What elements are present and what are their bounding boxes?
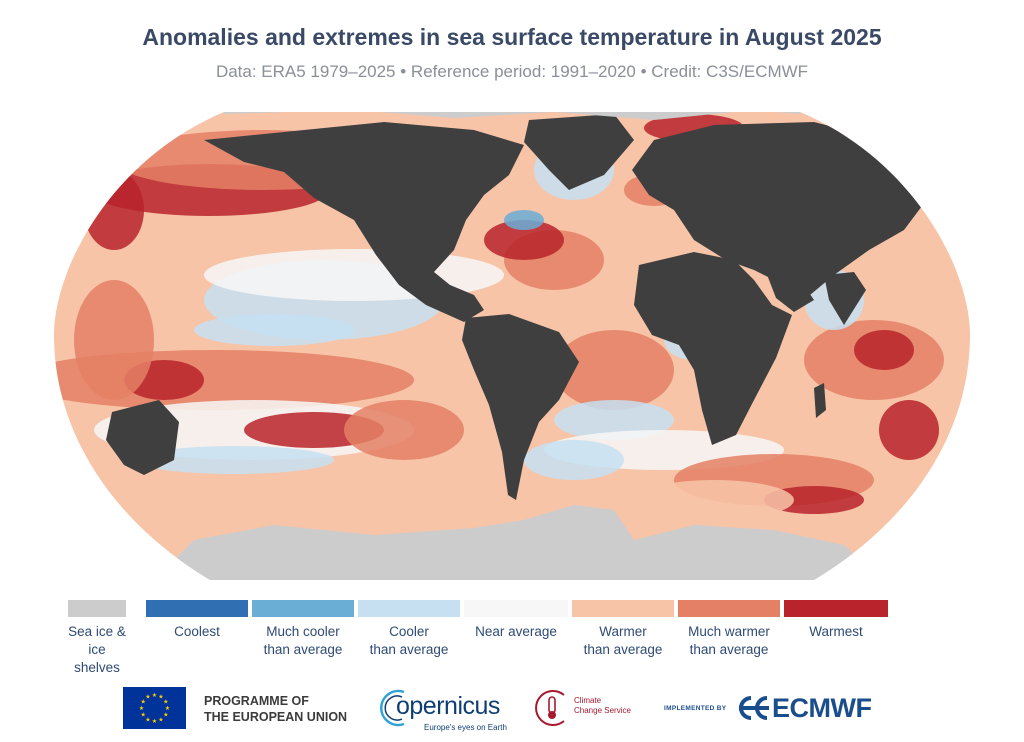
legend-item-cooler: Cooler than average [358, 600, 460, 659]
greenland [524, 114, 634, 190]
eu-star-icon: ★ [152, 692, 157, 699]
anomaly-patch-much-cooler [504, 210, 544, 230]
legend: Sea ice & ice shelves Coolest Much coole… [0, 600, 1024, 680]
legend-item-much-cooler: Much cooler than average [252, 600, 354, 659]
copernicus-wordmark: opernicus [396, 692, 500, 720]
legend-label-warmer: Warmer than average [583, 624, 663, 657]
eu-star-icon: ★ [158, 694, 163, 701]
africa [634, 252, 792, 445]
land-masses [106, 114, 934, 500]
legend-swatch-sea-ice [68, 600, 126, 617]
partner-logos: ★ ★ ★ ★ ★ ★ ★ ★ ★ ★ ★ ★ PROGRAMME OF THE EUROPEAN U… [0, 682, 1024, 738]
eu-star-icon: ★ [163, 712, 168, 719]
south-america [462, 314, 579, 500]
legend-swatch-much-cooler [252, 600, 354, 617]
copernicus-tagline: Europe's eyes on Earth [424, 723, 507, 732]
anomaly-patch-much-warmer [344, 400, 464, 460]
legend-label-coolest: Coolest [174, 624, 220, 639]
world-map [54, 100, 970, 580]
north-america [204, 122, 524, 322]
arctic-sea-ice [224, 112, 800, 120]
australia [106, 400, 179, 475]
anomaly-patch-much-warmer [554, 330, 674, 410]
legend-swatch-much-warmer [678, 600, 780, 617]
eu-star-icon: ★ [158, 716, 163, 723]
anomaly-patch-warmest [764, 486, 864, 514]
anomaly-patch-warmest [879, 400, 939, 460]
legend-swatch-warmest [784, 600, 888, 617]
legend-swatch-near-average [464, 600, 568, 617]
eu-star-icon: ★ [163, 699, 168, 706]
eu-programme-text: PROGRAMME OF THE EUROPEAN UNION [204, 694, 348, 724]
eu-star-icon: ★ [141, 699, 146, 706]
legend-label-much-warmer: Much warmer than average [688, 624, 770, 657]
legend-label-much-cooler: Much cooler than average [263, 624, 343, 657]
legend-swatch-cooler [358, 600, 460, 617]
eu-star-icon: ★ [145, 716, 150, 723]
anomaly-patch-warmest [854, 330, 914, 370]
eu-flag-logo: ★ ★ ★ ★ ★ ★ ★ ★ ★ ★ ★ ★ [123, 687, 186, 729]
madagascar [814, 383, 826, 418]
anomaly-patch-warmest [84, 170, 144, 250]
implemented-by-text: IMPLEMENTED BY [664, 705, 727, 712]
indian-subcontinent [824, 272, 866, 325]
legend-label-cooler: Cooler than average [369, 624, 449, 657]
chart-subtitle: Data: ERA5 1979–2025 • Reference period:… [215, 62, 809, 81]
legend-item-near-average: Near average [464, 600, 568, 641]
eu-star-icon: ★ [141, 712, 146, 719]
anomaly-patch-warmer [634, 480, 794, 520]
eu-star-icon: ★ [139, 705, 144, 712]
legend-item-coolest: Coolest [146, 600, 248, 641]
anomaly-patch-cooler [524, 440, 624, 480]
anomaly-patch-much-warmer [74, 280, 154, 400]
eu-star-icon: ★ [152, 718, 157, 725]
legend-label-warmest: Warmest [809, 624, 863, 639]
legend-item-warmest: Warmest [784, 600, 888, 641]
legend-swatch-coolest [146, 600, 248, 617]
eu-star-icon: ★ [165, 705, 170, 712]
antarctica-sea-ice [154, 505, 884, 580]
legend-swatch-warmer [572, 600, 674, 617]
chart-title: Anomalies and extremes in sea surface te… [142, 24, 882, 50]
eurasia [632, 122, 934, 300]
c3s-text: Climate Change Service [574, 696, 631, 715]
legend-item-much-warmer: Much warmer than average [678, 600, 780, 659]
anomaly-patch-cooler [194, 314, 354, 346]
anomaly-patch-cooler [554, 400, 674, 440]
c3s-thermometer-icon [534, 687, 570, 732]
arabian-peninsula [766, 272, 814, 312]
copernicus-logo [380, 684, 510, 734]
legend-item-warmer: Warmer than average [572, 600, 674, 659]
eu-star-icon: ★ [145, 694, 150, 701]
legend-label-near-average: Near average [475, 624, 557, 639]
ecmwf-emblem-icon [737, 695, 771, 726]
ecmwf-wordmark: ECMWF [772, 693, 872, 723]
legend-label-sea-ice: Sea ice & ice shelves [68, 624, 126, 675]
anomaly-patch-cooler [134, 446, 334, 474]
legend-item-sea-ice: Sea ice & ice shelves [68, 600, 126, 677]
anomaly-patch-warmest [484, 220, 564, 260]
